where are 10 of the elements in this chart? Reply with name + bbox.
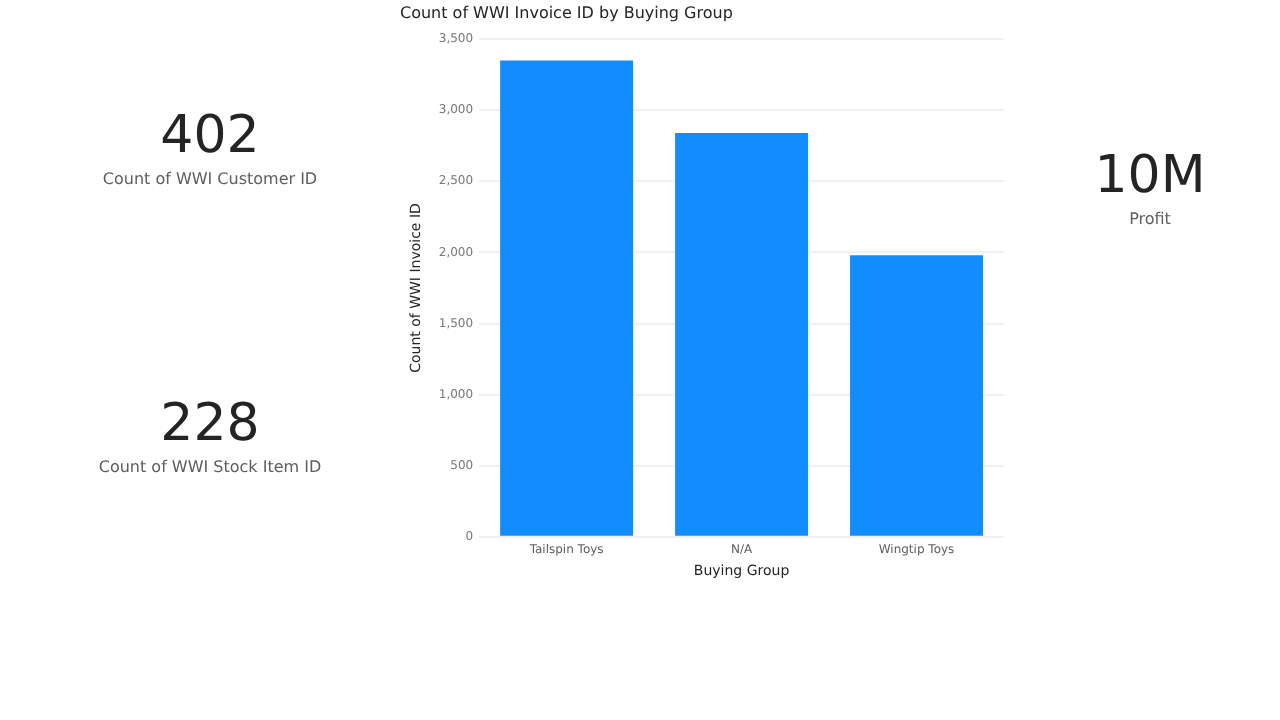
chart-title: Count of WWI Invoice ID by Buying Group [400,3,733,22]
bar [850,255,984,536]
text: 10M [1092,144,1208,208]
text: Count of WWI Customer ID [100,170,320,188]
text: 228 [158,392,262,456]
text: Profit [1127,210,1173,228]
bar [500,60,634,536]
bar [675,133,809,536]
text: 402 [158,104,262,168]
text: Count of WWI Stock Item ID [96,458,324,476]
